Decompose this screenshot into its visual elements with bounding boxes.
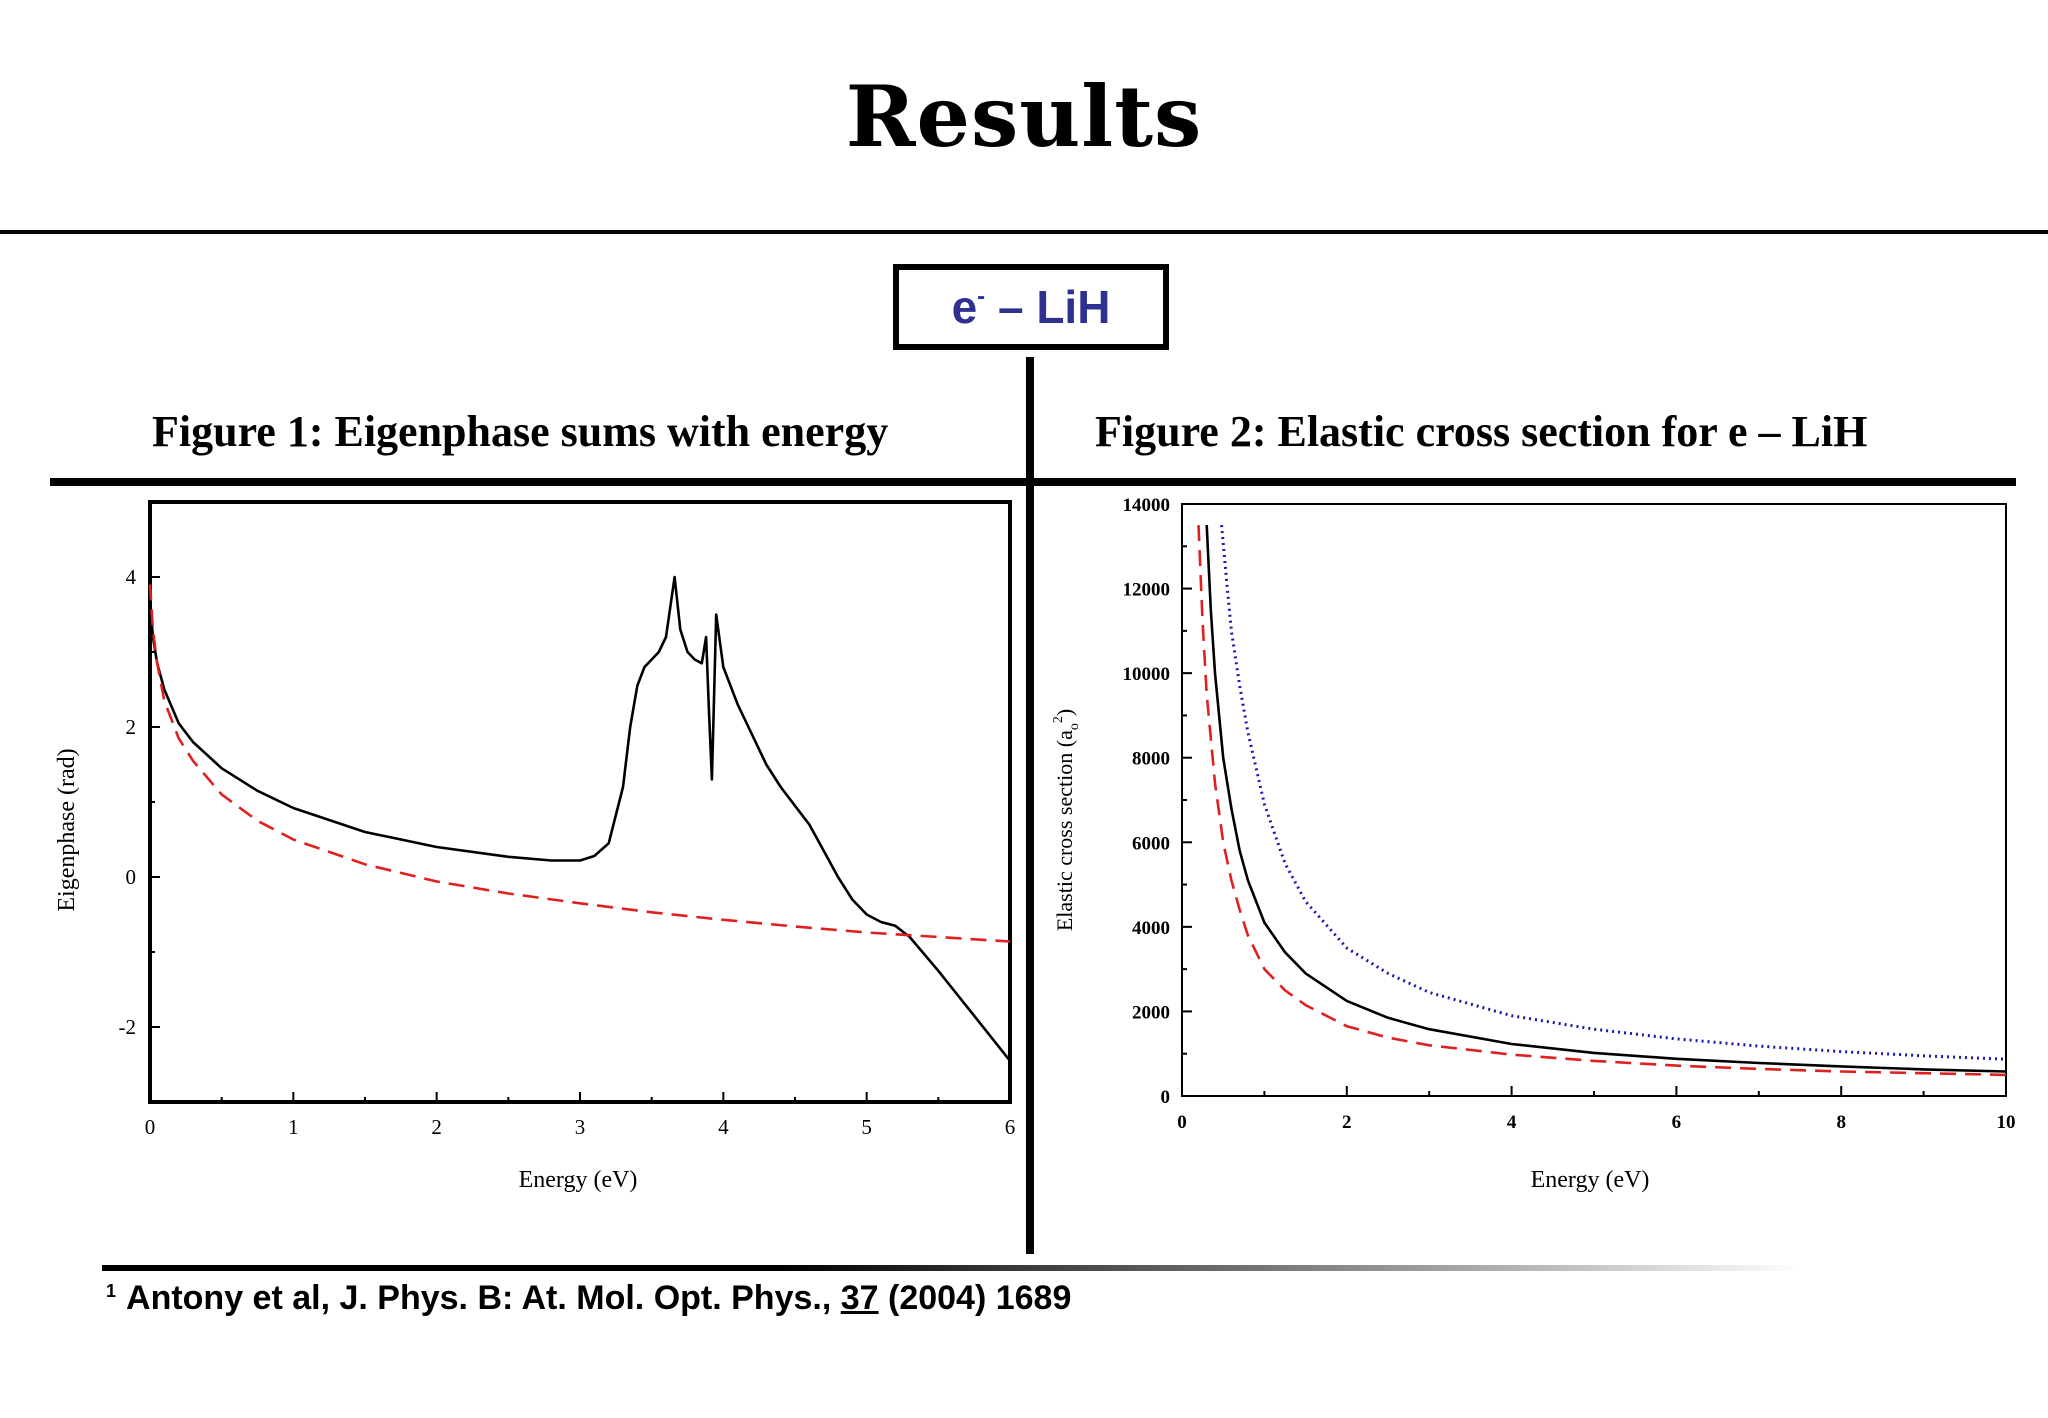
- chart-1-ytick-label: -2: [119, 1015, 137, 1039]
- system-label-rest: – LiH: [985, 281, 1111, 333]
- footer-rule: [102, 1265, 1802, 1271]
- figure-2-caption: Figure 2: Elastic cross section for e – …: [1095, 407, 1868, 456]
- chart-1-series-0-line: [148, 575, 1012, 1062]
- chart-2-xtick-label: 0: [1177, 1112, 1187, 1133]
- chart-1-series-1-line: [148, 584, 1011, 943]
- citation-number: 1: [106, 1281, 117, 1301]
- citation: 1 Antony et al, J. Phys. B: At. Mol. Opt.…: [106, 1279, 1071, 1318]
- chart-1-ytick-label: 2: [126, 715, 137, 739]
- chart-2-xtick-label: 10: [1997, 1112, 2016, 1133]
- system-label-box: e- – LiH: [893, 264, 1169, 350]
- chart-2-ytick-label: 2000: [1132, 1002, 1170, 1023]
- figure-2-xlabel: Energy (eV): [1531, 1167, 1650, 1193]
- title-rule: [0, 230, 2048, 234]
- chart-2-ytick-label: 4000: [1132, 918, 1170, 939]
- chart-2-series-2-line: [1220, 524, 2007, 1061]
- chart-2-ytick-label: 10000: [1123, 664, 1171, 685]
- chart-2-xtick-label: 2: [1342, 1112, 1352, 1133]
- header-rule: [50, 478, 2016, 486]
- figure-2-ylabel-sup: 2: [1051, 716, 1066, 723]
- figure-2-chart: 0 2 4 6 8 1002000400060008000100001200014000 …: [1051, 495, 2016, 1193]
- chart-1-xtick-label: 2: [431, 1115, 442, 1139]
- chart-2-xtick-label: 6: [1672, 1112, 1682, 1133]
- chart-2-ytick-label: 12000: [1123, 580, 1171, 601]
- figure-1-xlabel: Energy (eV): [519, 1167, 638, 1193]
- figure-1-chart: 0 1 2 3 4 5 6 -2 0 2 4 Energy (eV) Eigenphase (rad…: [54, 500, 1016, 1193]
- chart-1-xtick-label: 0: [145, 1115, 156, 1139]
- chart-1-xtick-label: 5: [861, 1115, 872, 1139]
- chart-1-xtick-label: 3: [575, 1115, 586, 1139]
- slide-title: Results: [845, 67, 1203, 166]
- chart-1-xtick-label: 4: [718, 1115, 729, 1139]
- chart-1-ytick-label: 4: [126, 565, 137, 589]
- center-divider: [1026, 357, 1034, 1254]
- figure-2-ylabel-sub: o: [1067, 723, 1082, 730]
- chart-1-ytick-label: 0: [126, 865, 137, 889]
- chart-2-ytick-label: 6000: [1132, 833, 1170, 854]
- chart-2-ytick-label: 14000: [1123, 495, 1171, 516]
- chart-2-xtick-label: 4: [1507, 1112, 1517, 1133]
- chart-2-series-0-line: [1205, 525, 2007, 1073]
- citation-volume: 37: [840, 1279, 879, 1317]
- chart-1-xtick-label: 1: [288, 1115, 299, 1139]
- chart-2-series-1-line: [1197, 525, 2007, 1077]
- figure-2-frame: [1181, 503, 2007, 1097]
- chart-1-xtick-label: 6: [1005, 1115, 1016, 1139]
- chart-2-xtick-label: 8: [1836, 1112, 1846, 1133]
- figure-2-ylabel: Elastic cross section (ao2): [1051, 709, 1082, 931]
- figure-1-caption: Figure 1: Eigenphase sums with energy: [152, 407, 889, 456]
- figure-2-ylabel-end: ): [1052, 709, 1077, 716]
- figure-1-ylabel: Eigenphase (rad): [54, 748, 80, 911]
- system-label-base: e: [951, 281, 978, 333]
- system-label-sup: -: [977, 283, 986, 310]
- figure-2-ylabel-main: Elastic cross section (a: [1052, 730, 1077, 931]
- citation-text-before: Antony et al, J. Phys. B: At. Mol. Opt. …: [126, 1279, 841, 1317]
- citation-text-after: (2004) 1689: [878, 1279, 1072, 1317]
- chart-2-ytick-label: 0: [1161, 1087, 1171, 1108]
- chart-2-ytick-label: 8000: [1132, 749, 1170, 770]
